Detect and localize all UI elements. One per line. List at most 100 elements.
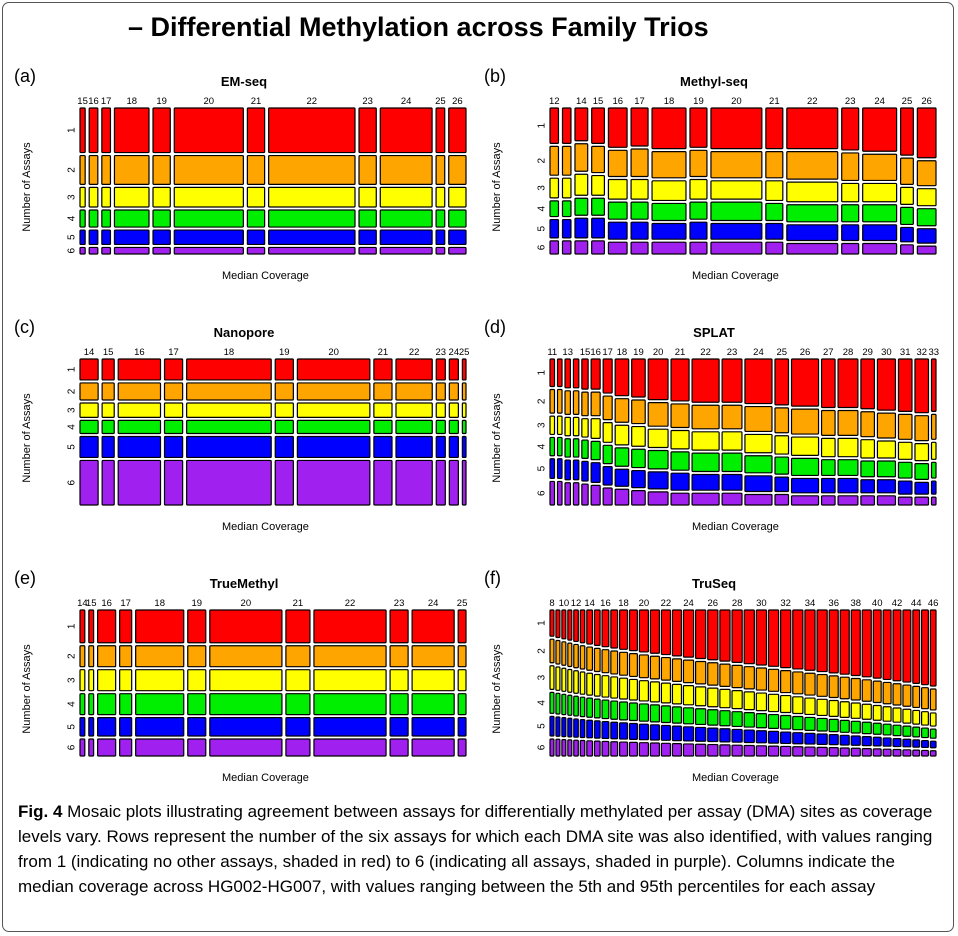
row-tick-label: 4: [537, 700, 548, 706]
panel-title: EM-seq: [220, 74, 268, 89]
mosaic-cell: [862, 224, 898, 242]
mosaic-cell: [117, 459, 162, 506]
row-tick-label: 3: [67, 407, 78, 413]
column-tick-label: 26: [921, 96, 932, 107]
mosaic-cell: [710, 151, 763, 179]
mosaic-cell: [607, 178, 628, 200]
mosaic-cell: [586, 646, 594, 671]
mosaic-cell: [173, 107, 244, 154]
mosaic-cell: [671, 609, 683, 657]
mosaic-cell: [556, 436, 563, 457]
mosaic-cell: [607, 241, 628, 255]
mosaic-cell: [574, 240, 589, 255]
x-axis-label: Median Coverage: [692, 521, 779, 533]
mosaic-cell: [246, 209, 266, 228]
mosaic-cell: [561, 717, 567, 738]
mosaic-cell: [549, 458, 556, 480]
mosaic-cell: [614, 358, 630, 397]
mosaic-cell: [435, 209, 446, 228]
mosaic-cell: [556, 388, 563, 414]
mosaic-cell: [561, 609, 567, 640]
mosaic-cell: [395, 402, 433, 418]
mosaic-cell: [389, 669, 409, 692]
mosaic-cell: [117, 382, 162, 401]
mosaic-cell: [860, 439, 876, 459]
mosaic-cell: [929, 712, 937, 727]
page-title: – Differential Methylation across Family…: [128, 12, 709, 42]
mosaic-cell: [631, 469, 646, 489]
column-tick-label: 25: [902, 96, 913, 107]
mosaic-cell: [572, 438, 580, 458]
mosaic-cell: [296, 435, 371, 459]
column-tick-label: 28: [843, 347, 854, 358]
mosaic-cell: [695, 726, 707, 742]
mosaic-cell: [556, 415, 563, 436]
column-tick-label: 15: [77, 96, 88, 107]
mosaic-cell: [561, 641, 567, 666]
panel-title: Nanopore: [213, 325, 275, 340]
mosaic-cell: [744, 475, 773, 493]
mosaic-cell: [135, 645, 185, 668]
mosaic-cell: [549, 480, 556, 506]
mosaic-cell: [850, 609, 861, 677]
mosaic-cell: [897, 358, 913, 413]
column-tick-label: 12: [549, 96, 560, 107]
mosaic-cell: [373, 459, 393, 506]
mosaic-cell: [610, 650, 619, 675]
mosaic-cell: [780, 714, 792, 730]
mosaic-cell: [395, 382, 433, 401]
mosaic-cell: [564, 459, 572, 481]
mosaic-cell: [590, 440, 601, 461]
mosaic-cell: [593, 609, 601, 646]
mosaic-cell: [631, 358, 646, 398]
row-tick-label: 4: [67, 424, 78, 430]
mosaic-cell: [601, 699, 610, 720]
mosaic-cell: [651, 222, 687, 240]
mosaic-cell: [358, 209, 377, 228]
mosaic-cell: [707, 662, 719, 686]
mosaic-cell: [593, 647, 601, 673]
mosaic-cell: [573, 643, 579, 669]
mosaic-cell: [638, 609, 650, 653]
mosaic-cell: [912, 749, 921, 757]
mosaic-cell: [861, 736, 872, 747]
mosaic-cell: [79, 419, 99, 435]
mosaic-cell: [186, 419, 272, 435]
mosaic-cell: [786, 151, 839, 180]
mosaic-cell: [549, 436, 556, 457]
mosaic-cell: [574, 143, 589, 172]
column-tick-label: 23: [727, 347, 738, 358]
mosaic-cell: [828, 718, 839, 733]
mosaic-cell: [274, 402, 294, 418]
column-tick-label: 36: [828, 598, 839, 609]
mosaic-cell: [435, 246, 446, 255]
mosaic-cell: [670, 492, 690, 506]
mosaic-cell: [695, 743, 707, 757]
mosaic-cell: [602, 487, 613, 506]
mosaic-plot: 11 13 15 16 17 18 19 20 21 22 23 24 25 26 27 28 29 30 31 32…: [537, 347, 939, 506]
mosaic-cell: [379, 229, 433, 246]
mosaic-cell: [572, 358, 580, 389]
mosaic-cell: [628, 741, 638, 757]
column-tick-label: 17: [634, 96, 645, 107]
column-tick-label: 24: [449, 347, 460, 358]
mosaic-cell: [549, 240, 560, 255]
column-tick-label: 19: [693, 96, 704, 107]
caption-text: Mosaic plots illustrating agreement betw…: [18, 802, 933, 896]
mosaic-cell: [862, 107, 898, 152]
mosaic-cell: [101, 402, 115, 418]
mosaic-cell: [860, 411, 876, 438]
mosaic-cell: [792, 696, 804, 715]
mosaic-cell: [549, 388, 556, 414]
mosaic-cell: [651, 107, 687, 150]
mosaic-cell: [660, 682, 672, 704]
mosaic-cell: [755, 730, 768, 744]
mosaic-cell: [79, 154, 86, 185]
mosaic-cell: [651, 151, 687, 179]
panel-title: SPLAT: [693, 325, 735, 340]
mosaic-cell: [586, 672, 594, 696]
mosaic-cell: [573, 609, 579, 643]
mosaic-cell: [876, 412, 897, 439]
panel-letter: (a): [14, 66, 36, 86]
